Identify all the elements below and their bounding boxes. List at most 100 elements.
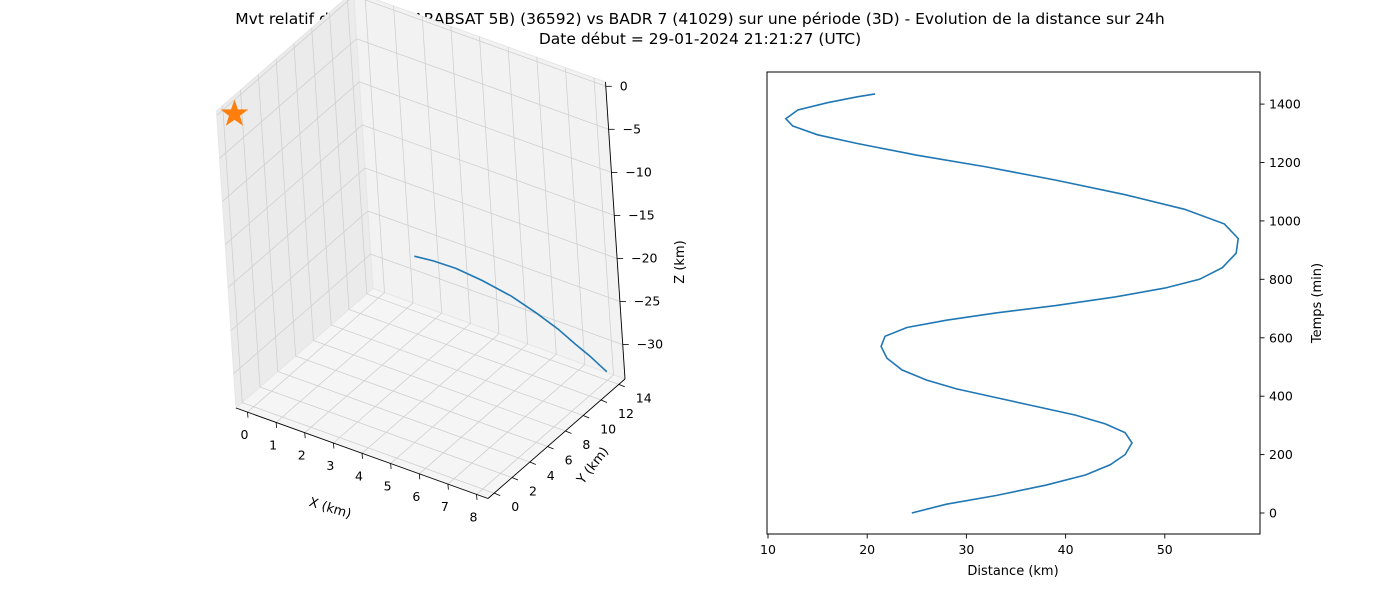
z-tick-label: −25 <box>634 294 660 309</box>
x-tick <box>275 422 277 428</box>
grid-line-x <box>390 343 528 464</box>
chart-title: Mvt relatif de BADR-5 (ARABSAT 5B) (3659… <box>235 10 1165 28</box>
distance-tick-label: 10 <box>760 542 776 557</box>
z-axis-label: Z (km) <box>673 240 688 283</box>
y-tick-label: 2 <box>529 484 537 499</box>
y-axis-line <box>487 378 626 499</box>
z-tick-label: −5 <box>623 121 641 136</box>
grid-line-x <box>304 312 442 434</box>
grid-line-z <box>356 38 609 130</box>
grid-line-z <box>230 210 369 331</box>
y-tick <box>494 492 501 496</box>
star-marker <box>220 99 249 126</box>
grid-line-y <box>257 74 279 372</box>
distance-tick-label: 40 <box>1058 542 1074 557</box>
grid-line-z <box>362 124 615 216</box>
tick-labels-2d: 10 20 30 40 50 0 200 400 600 800 1000 1200 1400 <box>760 97 1301 557</box>
time-tick-label: 1200 <box>1269 155 1301 170</box>
x-tick-label: 0 <box>241 427 249 442</box>
grid-line-z <box>233 253 371 374</box>
time-tick-label: 1400 <box>1269 97 1301 112</box>
x-tick-label: 3 <box>326 458 334 473</box>
x-tick <box>247 412 249 418</box>
grid-line-x <box>419 353 557 475</box>
grid-line-x <box>536 57 557 355</box>
grid-line-z <box>364 167 618 259</box>
trajectory-line-3d <box>414 255 608 373</box>
x-tick-label: 1 <box>269 437 277 452</box>
time-tick-label: 200 <box>1269 447 1293 462</box>
y-tick <box>618 384 625 388</box>
grid-line-y <box>313 340 566 432</box>
grid-line-x <box>565 67 586 365</box>
x-axis-label: X (km) <box>307 495 353 522</box>
distance-tick-label: 20 <box>859 542 875 557</box>
grid-line-z <box>367 210 621 302</box>
y-tick <box>547 446 554 450</box>
grid-line-x <box>447 364 586 485</box>
z-tick-label: 0 <box>620 78 628 93</box>
grid-line-z <box>227 167 366 288</box>
x-tick-label: 4 <box>355 468 363 483</box>
grid-line-y <box>275 58 296 357</box>
plot-frame <box>766 71 1261 535</box>
y-tick-label: 6 <box>565 453 573 468</box>
time-tick-label: 1000 <box>1269 213 1301 228</box>
axis-lines-3d <box>235 81 626 499</box>
time-axis-label: Temps (min) <box>1310 263 1325 344</box>
grid-line-x <box>476 374 614 495</box>
y-tick <box>565 430 572 434</box>
grid-line-x <box>333 323 471 444</box>
grid-line-y <box>311 27 332 326</box>
grid-3d <box>216 0 623 495</box>
grid-line-x <box>361 333 500 454</box>
x-tick <box>361 453 363 459</box>
y-axis-label: Y (km) <box>574 445 613 488</box>
grid-line-z <box>216 0 350 116</box>
y-tick <box>529 461 536 465</box>
y-tick-label: 8 <box>582 437 590 452</box>
x-tick <box>390 463 392 470</box>
axes-2d: 10 20 30 40 50 0 200 400 600 800 1000 1200 1400 Dist… <box>760 71 1325 579</box>
y-tick <box>583 415 590 419</box>
grid-line-y <box>348 309 602 401</box>
y-tick-label: 14 <box>636 390 652 405</box>
distance-line <box>784 93 1240 514</box>
grid-line-x <box>275 302 414 423</box>
time-tick-label: 600 <box>1269 330 1293 345</box>
x-axis-line <box>235 407 489 499</box>
distance-axis-label: Distance (km) <box>967 564 1058 579</box>
x-tick <box>304 432 306 439</box>
x-tick-label: 6 <box>412 489 420 504</box>
z-tick-label: −30 <box>637 337 663 352</box>
grid-line-z <box>225 124 363 245</box>
x-tick-label: 8 <box>470 509 478 524</box>
grid-line-y <box>242 402 495 494</box>
grid-line-y <box>295 355 548 447</box>
y-tick <box>511 477 519 481</box>
grid-line-y <box>259 386 513 478</box>
time-tick-label: 0 <box>1269 506 1277 521</box>
y-tick <box>600 399 608 403</box>
y-tick-label: 4 <box>547 468 555 483</box>
time-tick-label: 800 <box>1269 272 1293 287</box>
z-tick-label: −15 <box>628 207 654 222</box>
grid-line-x <box>421 16 443 314</box>
z-axis-line <box>605 81 626 380</box>
distance-tick-label: 50 <box>1157 542 1173 557</box>
y-tick-label: 12 <box>618 406 634 421</box>
x-tick <box>476 494 478 500</box>
time-tick-label: 400 <box>1269 389 1293 404</box>
grid-line-z <box>222 81 360 202</box>
y-tick-label: 0 <box>511 499 519 514</box>
z-tick-label: −10 <box>625 164 651 179</box>
grid-line-x <box>393 5 414 303</box>
z-tick-label: −20 <box>631 251 657 266</box>
grid-line-z <box>364 0 606 87</box>
grid-line-x <box>247 292 385 413</box>
grid-line-y <box>329 12 350 310</box>
chart-subtitle: Date début = 29-01-2024 21:21:27 (UTC) <box>538 30 862 48</box>
